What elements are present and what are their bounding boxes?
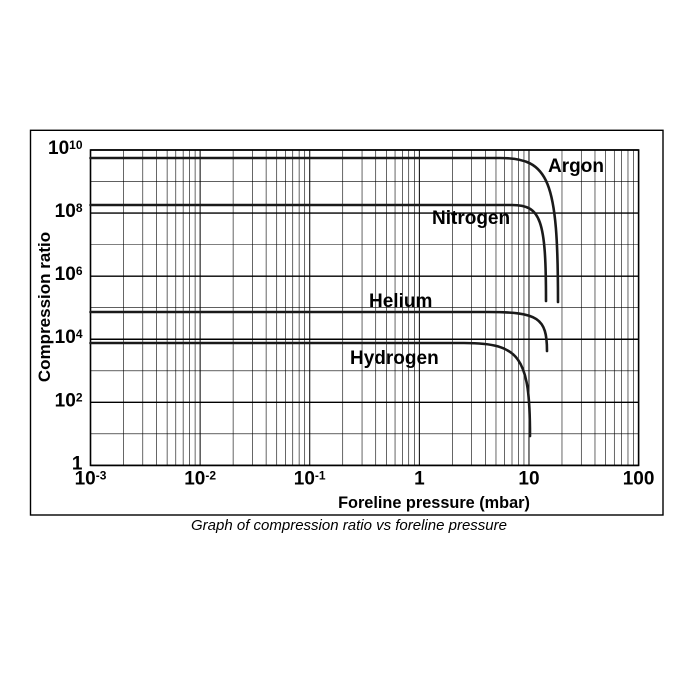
svg-text:Graph of compression ratio vs: Graph of compression ratio vs foreline p… xyxy=(191,517,507,534)
svg-text:Compression ratio: Compression ratio xyxy=(35,232,54,382)
svg-text:104: 104 xyxy=(55,327,83,348)
svg-text:1: 1 xyxy=(72,453,83,474)
svg-text:102: 102 xyxy=(55,390,83,411)
svg-text:Foreline pressure (mbar): Foreline pressure (mbar) xyxy=(338,494,530,512)
svg-text:1010: 1010 xyxy=(48,138,83,159)
svg-text:1: 1 xyxy=(414,468,425,489)
svg-text:Nitrogen: Nitrogen xyxy=(432,208,510,229)
svg-text:Hydrogen: Hydrogen xyxy=(350,348,439,369)
svg-text:10-1: 10-1 xyxy=(294,468,326,489)
svg-text:Argon: Argon xyxy=(548,156,604,177)
svg-text:108: 108 xyxy=(55,201,83,222)
svg-text:10-2: 10-2 xyxy=(184,468,216,489)
svg-text:106: 106 xyxy=(55,264,83,285)
svg-text:10: 10 xyxy=(518,468,539,489)
svg-text:Helium: Helium xyxy=(369,291,432,312)
svg-text:100: 100 xyxy=(623,468,655,489)
